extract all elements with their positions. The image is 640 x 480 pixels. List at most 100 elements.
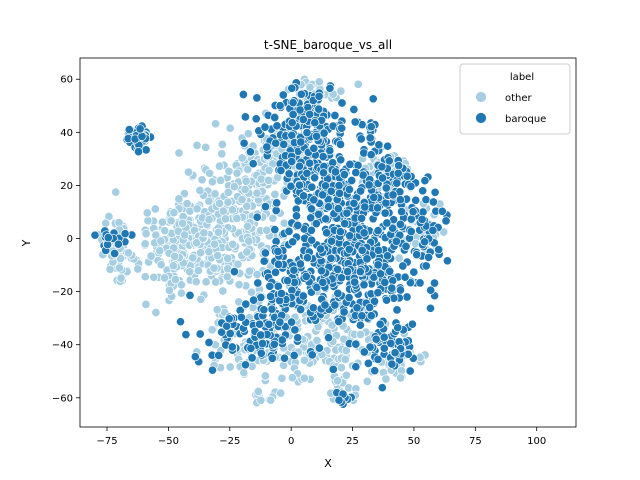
point-baroque [387, 359, 397, 369]
y-tick-label: −20 [52, 287, 73, 298]
point-other [157, 217, 167, 227]
point-other [204, 247, 214, 257]
point-other [233, 259, 243, 269]
point-other [146, 251, 156, 261]
point-baroque [379, 332, 389, 342]
point-baroque [375, 319, 385, 329]
point-baroque [402, 171, 412, 181]
point-baroque [306, 225, 316, 235]
point-baroque [359, 228, 369, 238]
point-baroque [325, 146, 335, 156]
point-baroque [307, 350, 317, 360]
point-other [228, 239, 238, 249]
point-other [336, 86, 346, 96]
point-baroque [322, 228, 332, 238]
point-baroque [334, 395, 344, 405]
point-baroque [406, 181, 416, 191]
point-baroque [355, 320, 365, 330]
point-baroque [398, 261, 408, 271]
point-baroque [293, 220, 303, 230]
point-baroque [363, 358, 373, 368]
legend-label-baroque: baroque [505, 114, 546, 125]
point-baroque [335, 227, 345, 237]
point-baroque [246, 343, 256, 353]
point-baroque [333, 204, 343, 214]
point-baroque [249, 295, 259, 305]
point-baroque [349, 198, 359, 208]
x-tick-label: 50 [408, 436, 421, 447]
point-baroque [356, 186, 366, 196]
point-baroque [309, 143, 319, 153]
points-layer [90, 74, 452, 409]
point-other [204, 215, 214, 225]
point-baroque [362, 254, 372, 264]
point-baroque [339, 307, 349, 317]
point-other [174, 194, 184, 204]
point-other [381, 374, 391, 384]
point-baroque [421, 261, 431, 271]
point-baroque [365, 342, 375, 352]
point-other [218, 286, 228, 296]
point-other [156, 260, 166, 270]
point-baroque [275, 317, 285, 327]
point-baroque [321, 214, 331, 224]
point-baroque [336, 273, 346, 283]
legend-label-other: other [505, 93, 533, 104]
point-baroque [359, 148, 369, 158]
point-baroque [207, 365, 218, 375]
point-baroque [344, 293, 354, 303]
point-baroque [326, 253, 336, 263]
point-baroque [120, 229, 130, 239]
legend-marker-baroque [475, 112, 487, 124]
point-baroque [369, 192, 379, 203]
point-baroque [430, 187, 440, 197]
legend-box [459, 63, 571, 135]
point-baroque [381, 183, 391, 193]
point-baroque [290, 325, 300, 335]
point-baroque [434, 245, 444, 255]
point-other [179, 189, 189, 199]
point-other [101, 218, 111, 228]
point-other [196, 248, 206, 258]
point-baroque [311, 219, 321, 229]
point-baroque [90, 230, 100, 240]
point-baroque [352, 303, 362, 313]
point-other [185, 267, 195, 277]
point-baroque [357, 311, 367, 321]
point-other [213, 251, 223, 261]
point-baroque [407, 319, 417, 329]
point-other [212, 305, 222, 315]
point-other [268, 213, 278, 223]
point-other [225, 362, 235, 372]
point-baroque [364, 180, 374, 190]
point-baroque [408, 207, 418, 217]
point-baroque [377, 162, 387, 172]
point-baroque [260, 122, 270, 132]
point-baroque [307, 235, 317, 245]
y-axis-ticks: −60 −40 −20 0 20 40 60 [52, 75, 80, 404]
point-baroque [397, 207, 407, 217]
point-other [217, 139, 227, 150]
point-baroque [113, 239, 123, 249]
point-baroque [293, 333, 303, 343]
point-other [336, 363, 346, 373]
point-baroque [409, 267, 419, 277]
point-other [252, 188, 262, 198]
point-baroque [393, 168, 403, 178]
point-other [243, 129, 253, 139]
point-baroque [390, 348, 400, 358]
point-baroque [217, 327, 227, 337]
point-other [232, 168, 242, 178]
point-baroque [259, 256, 269, 266]
point-other [353, 79, 363, 89]
point-baroque [295, 105, 305, 115]
point-baroque [350, 117, 360, 127]
point-other [169, 208, 179, 218]
point-other [195, 185, 205, 196]
chart-title: t-SNE_baroque_vs_all [264, 38, 392, 52]
point-other [141, 229, 151, 239]
point-baroque [296, 137, 306, 147]
point-other [188, 253, 198, 263]
point-other [223, 253, 233, 263]
